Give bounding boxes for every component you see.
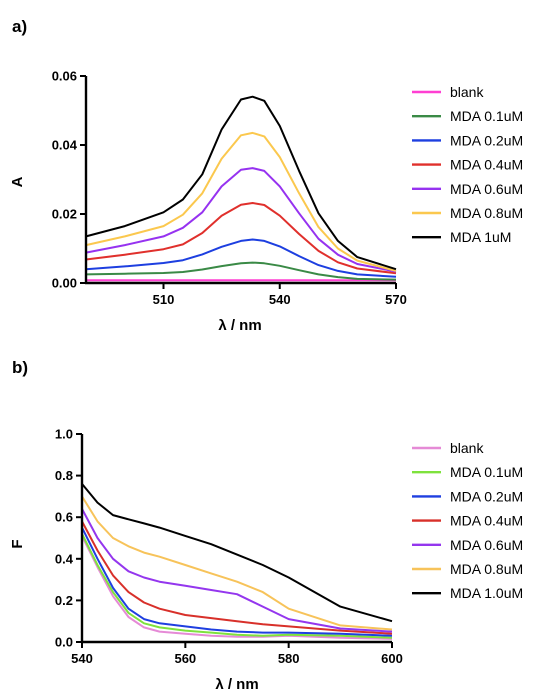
legend-label-a-4: MDA 0.6uM [450,181,523,197]
series-line-a-2 [85,238,397,278]
chart-panel-a: a) A λ / nm 0.00 0.02 0.04 0.06 510 540 570 bla… [9,17,523,334]
series-line-a-3 [85,202,397,275]
legend-label-b-0: blank [450,440,484,456]
x-tick-label-b-2: 580 [278,651,300,666]
y-axis-title-a: A [9,176,26,187]
y-tick-label-a-2: 0.04 [52,138,78,153]
legend-label-a-5: MDA 0.8uM [450,205,523,221]
legend-label-b-3: MDA 0.4uM [450,513,523,529]
series-line-a-6 [85,95,397,271]
y-tick-label-b-2: 0.4 [55,551,74,566]
y-tick-label-a-0: 0.00 [52,276,77,291]
panel-label-b: b) [12,358,28,377]
y-tick-label-b-5: 1.0 [55,427,73,442]
legend-label-b-5: MDA 0.8uM [450,561,523,577]
series-line-b-6 [81,483,393,623]
legend-label-b-1: MDA 0.1uM [450,464,523,480]
legend-label-a-3: MDA 0.4uM [450,157,523,173]
series-line-b-2 [81,527,393,637]
x-tick-label-a-2: 570 [385,292,407,307]
series-line-a-4 [85,167,397,273]
legend-label-a-6: MDA 1uM [450,229,511,245]
x-tick-label-a-1: 540 [269,292,291,307]
legend-label-b-2: MDA 0.2uM [450,488,523,504]
x-tick-label-b-3: 600 [381,651,403,666]
series-line-a-1 [85,261,397,281]
legend-label-b-6: MDA 1.0uM [450,585,523,601]
legend-label-a-2: MDA 0.2uM [450,132,523,148]
y-tick-label-b-3: 0.6 [55,510,73,525]
chart-panel-b: b) F λ / nm 0.0 0.2 0.4 0.6 0.8 1.0 540 560 580 6… [9,358,523,693]
x-axis-title-b: λ / nm [215,676,258,693]
y-tick-label-b-0: 0.0 [55,635,73,650]
y-axis-title-b: F [9,539,26,548]
legend-label-a-0: blank [450,84,484,100]
series-line-a-5 [85,131,397,272]
series-line-b-3 [81,520,393,635]
y-tick-label-a-1: 0.02 [52,207,77,222]
y-tick-label-b-1: 0.2 [55,593,73,608]
y-tick-label-a-3: 0.06 [52,69,77,84]
x-axis-title-a: λ / nm [218,317,261,334]
series-line-b-4 [81,508,393,633]
legend-label-b-4: MDA 0.6uM [450,537,523,553]
x-tick-label-a-0: 510 [153,292,175,307]
panel-label-a: a) [12,17,27,36]
y-tick-label-b-4: 0.8 [55,468,73,483]
series-line-b-1 [81,533,393,639]
series-line-b-0 [81,535,393,640]
x-tick-label-b-0: 540 [71,651,93,666]
legend-label-a-1: MDA 0.1uM [450,108,523,124]
series-line-b-5 [81,495,393,631]
x-tick-label-b-1: 560 [174,651,196,666]
